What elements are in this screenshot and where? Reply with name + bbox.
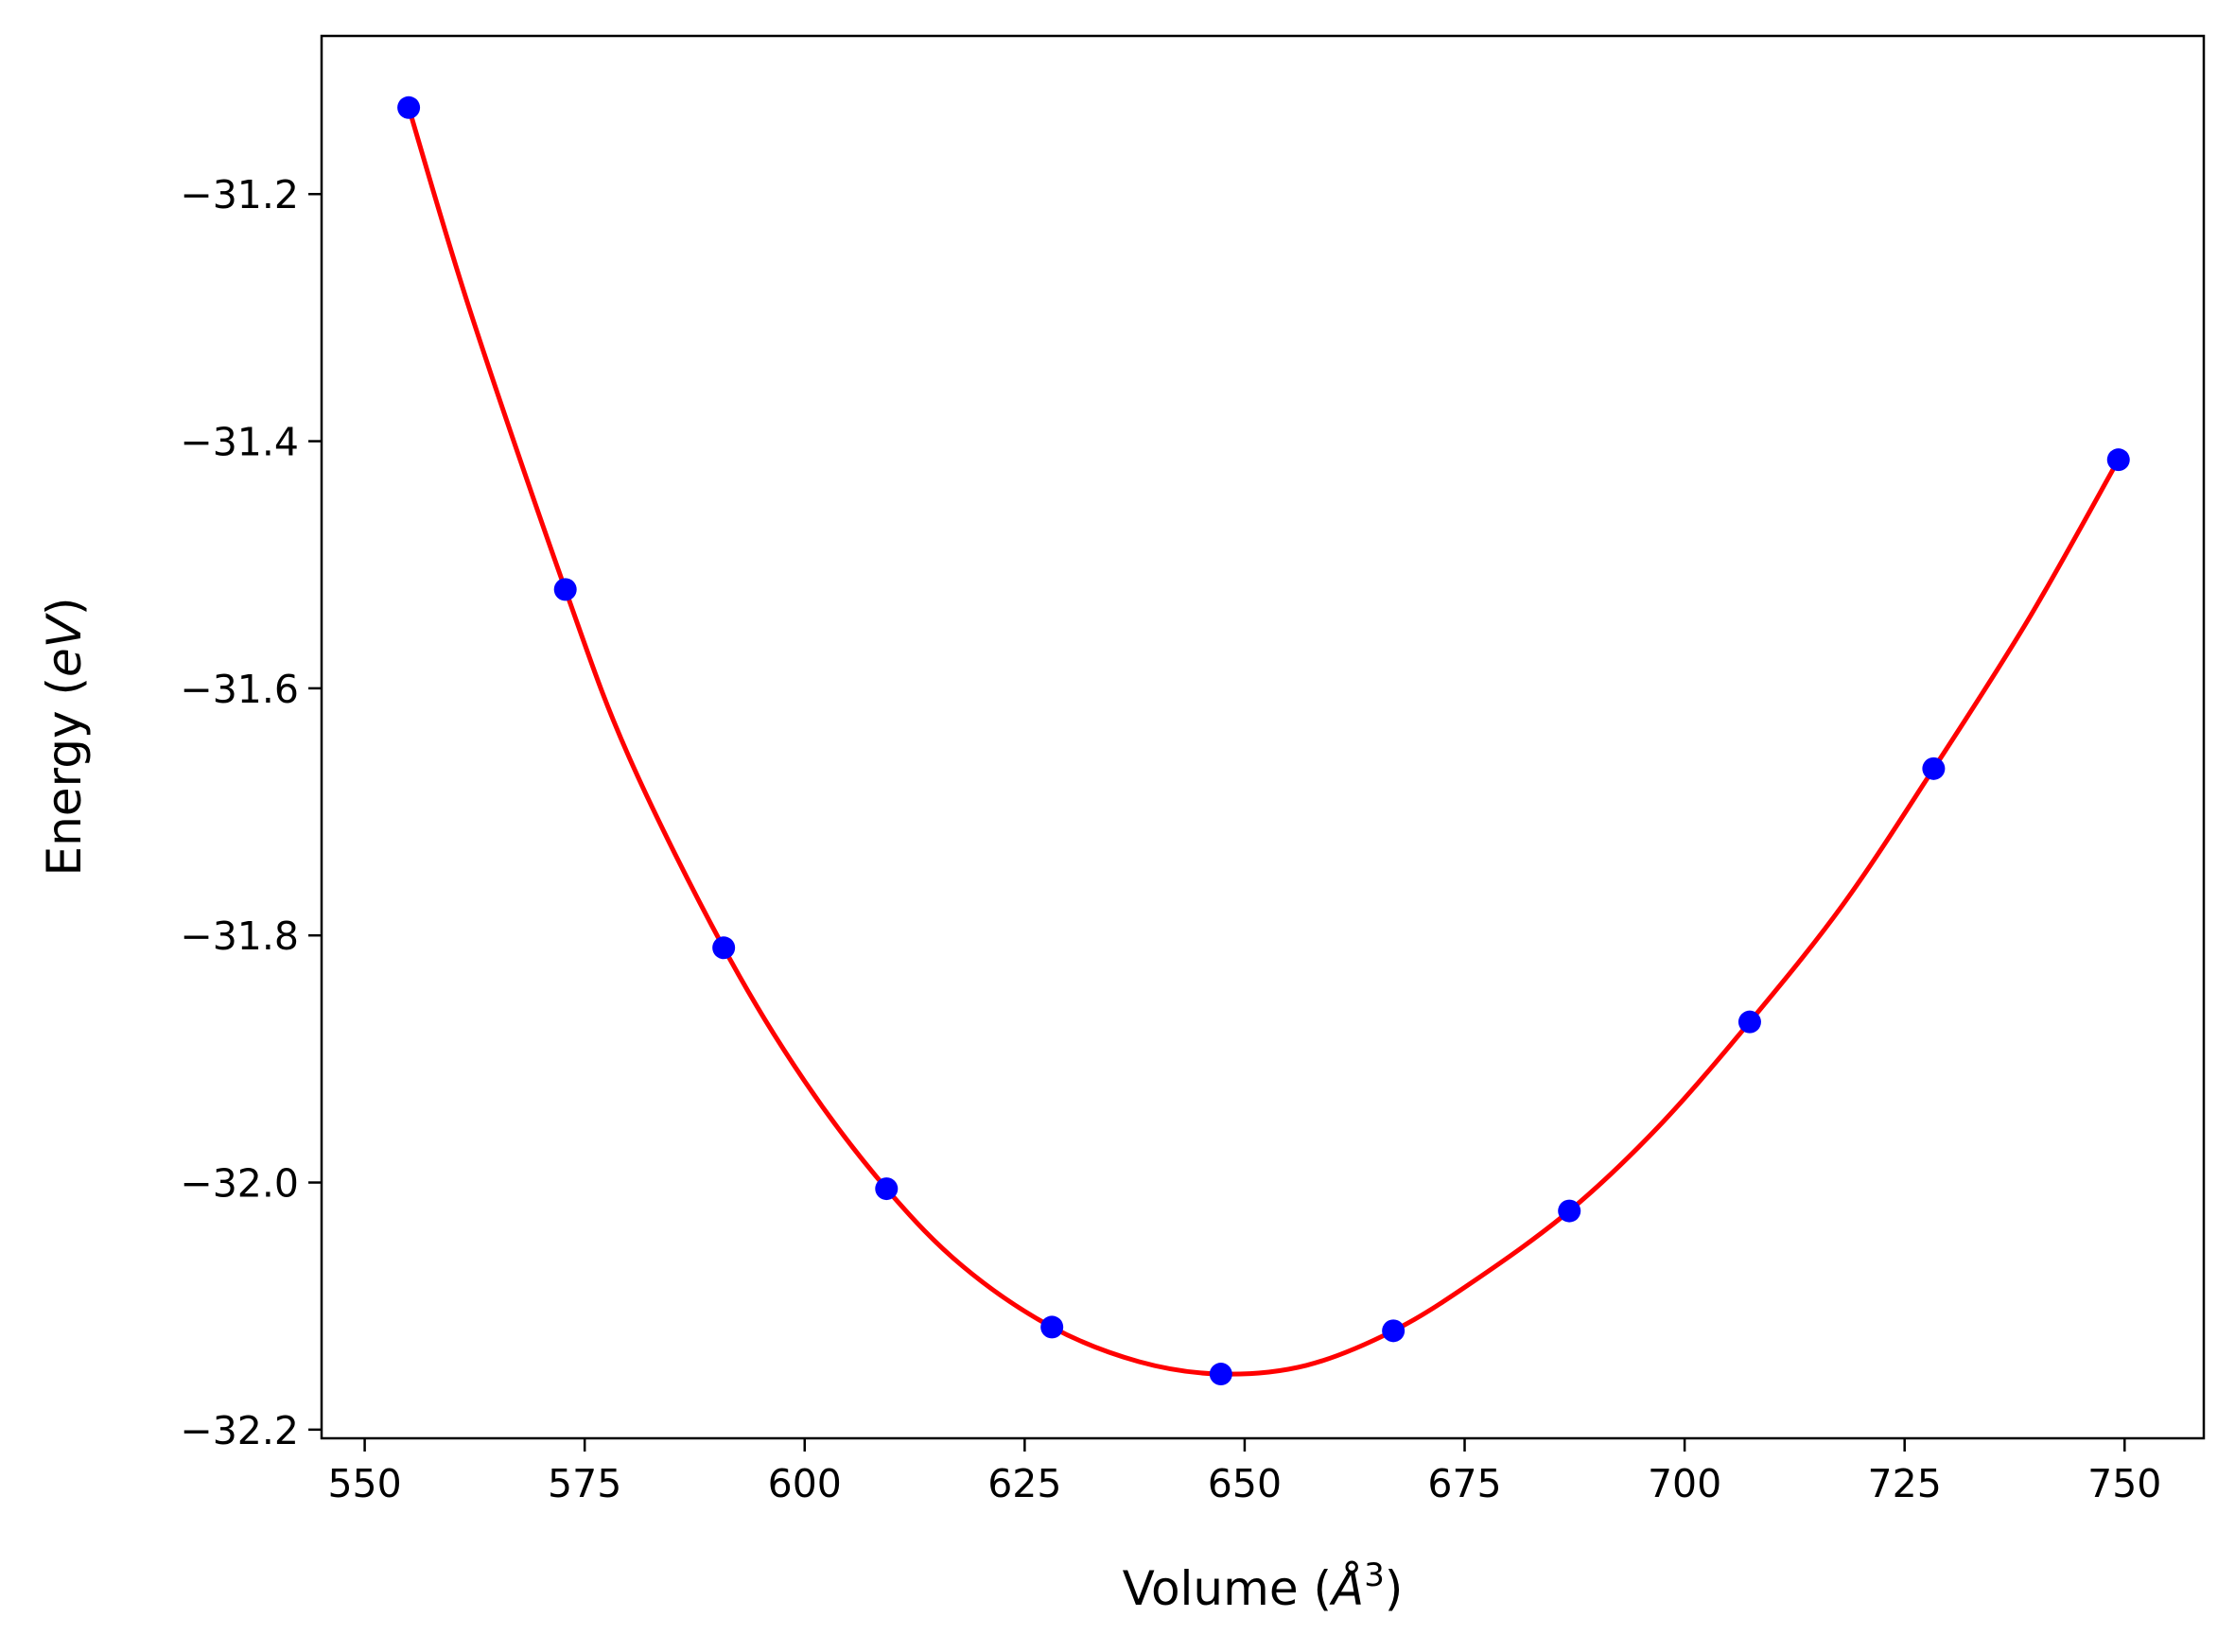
- data-point: [875, 1177, 899, 1201]
- x-axis-label: Volume (Å3): [1123, 1556, 1404, 1616]
- fit-line-layer: [406, 107, 2121, 1377]
- x-tick-label: 550: [327, 1461, 401, 1506]
- data-point: [553, 578, 577, 601]
- data-points-layer: [397, 96, 2130, 1386]
- data-point: [1382, 1319, 1406, 1343]
- x-tick-label: 600: [768, 1461, 842, 1506]
- x-axis-ticks: 550 575 600 625 650 675 700 725 750: [327, 1438, 2161, 1506]
- y-tick-label: −32.2: [180, 1408, 299, 1453]
- plot-frame: [320, 34, 2206, 1440]
- x-tick-label: 575: [548, 1461, 621, 1506]
- data-point: [1558, 1199, 1581, 1223]
- y-tick-label: −31.8: [180, 913, 299, 959]
- y-tick-label: −31.4: [180, 420, 299, 465]
- y-tick-label: −31.2: [180, 172, 299, 217]
- y-tick-label: −31.6: [180, 667, 299, 712]
- y-axis-label: Energy (eV): [37, 598, 92, 877]
- data-point: [1922, 756, 1946, 780]
- x-axis-label-text: Volume: [1123, 1561, 1299, 1616]
- y-axis-unit: eV: [37, 612, 92, 677]
- x-tick-label: 650: [1208, 1461, 1282, 1506]
- data-point: [712, 936, 736, 960]
- data-point: [397, 96, 421, 119]
- x-tick-label: 725: [1868, 1461, 1942, 1506]
- y-tick-label: −32.0: [180, 1161, 299, 1207]
- data-point: [1737, 1010, 1761, 1034]
- data-point: [1040, 1315, 1064, 1339]
- x-tick-label: 750: [2087, 1461, 2161, 1506]
- data-point: [1209, 1363, 1232, 1386]
- data-point: [2106, 448, 2130, 472]
- x-axis-unit-exponent: 3: [1364, 1556, 1385, 1594]
- y-axis-ticks: −31.2 −31.4 −31.6 −31.8 −32.0 −32.2: [180, 172, 322, 1453]
- x-tick-label: 625: [987, 1461, 1061, 1506]
- x-tick-label: 675: [1427, 1461, 1501, 1506]
- fit-curve: [406, 107, 2121, 1377]
- x-tick-label: 700: [1648, 1461, 1721, 1506]
- y-axis-label-text: Energy: [37, 710, 92, 876]
- x-axis-unit: Å: [1329, 1561, 1364, 1616]
